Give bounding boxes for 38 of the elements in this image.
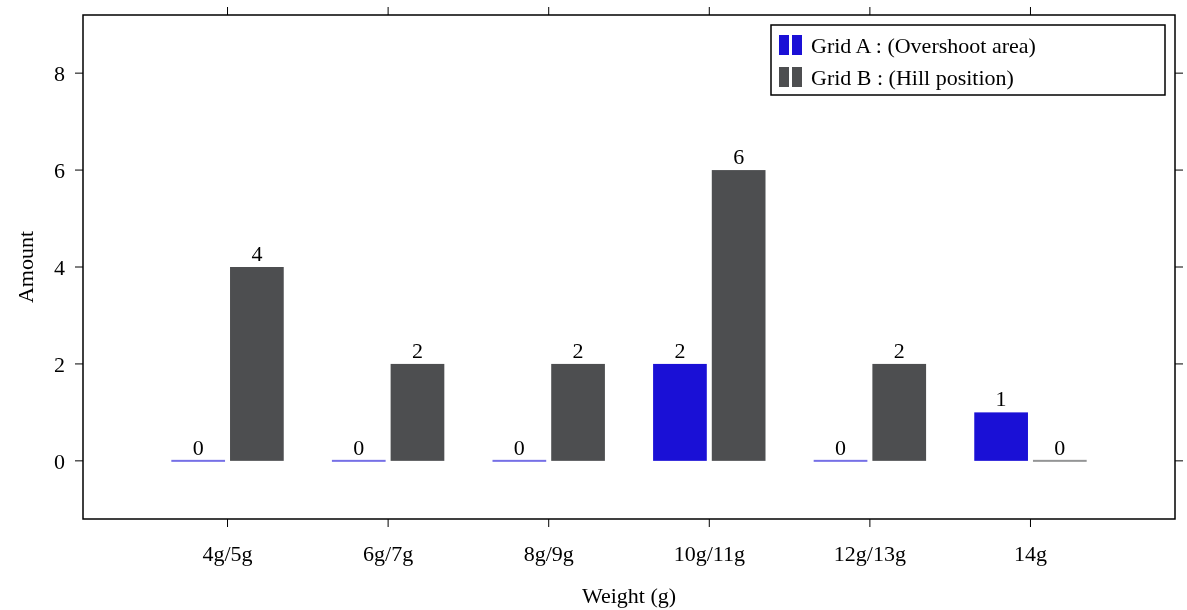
bar bbox=[390, 363, 445, 461]
data-label: 2 bbox=[411, 337, 423, 363]
bar bbox=[711, 170, 766, 461]
data-label: 6 bbox=[733, 144, 745, 170]
data-label: 0 bbox=[835, 434, 847, 460]
x-tick-label: 12g/13g bbox=[833, 541, 906, 566]
data-label: 0 bbox=[1054, 434, 1066, 460]
bar bbox=[872, 363, 927, 461]
legend-label: Grid B : (Hill position) bbox=[811, 64, 1014, 90]
bar bbox=[551, 363, 605, 461]
y-axis-title: Amount bbox=[13, 230, 38, 304]
data-label: 0 bbox=[513, 434, 525, 460]
data-label: 4 bbox=[251, 241, 263, 266]
data-label: 2 bbox=[674, 337, 686, 363]
x-tick-label: 10g/11g bbox=[673, 541, 745, 566]
y-tick-label: 4 bbox=[54, 254, 65, 280]
y-tick-label: 6 bbox=[54, 157, 65, 183]
x-axis-title: Weight (g) bbox=[581, 583, 677, 608]
data-label: 1 bbox=[995, 386, 1007, 412]
data-label: 0 bbox=[353, 434, 365, 460]
data-label: 2 bbox=[893, 337, 905, 363]
y-tick-label: 8 bbox=[54, 60, 65, 86]
x-tick-label: 6g/7g bbox=[363, 541, 414, 566]
data-label: 0 bbox=[192, 434, 204, 460]
y-tick-label: 0 bbox=[54, 448, 65, 474]
data-label: 2 bbox=[572, 337, 584, 363]
x-tick-label: 14g bbox=[1013, 541, 1047, 566]
x-tick-label: 4g/5g bbox=[202, 541, 253, 566]
bar bbox=[653, 363, 707, 461]
bar bbox=[974, 412, 1028, 461]
x-tick-label: 8g/9g bbox=[523, 541, 574, 566]
y-tick-label: 2 bbox=[54, 351, 65, 377]
bar bbox=[171, 459, 226, 462]
bar bbox=[230, 267, 284, 461]
bar bbox=[813, 459, 868, 462]
legend-label: Grid A : (Overshoot area) bbox=[811, 32, 1036, 58]
bar bbox=[492, 459, 547, 462]
bar bbox=[331, 459, 386, 462]
